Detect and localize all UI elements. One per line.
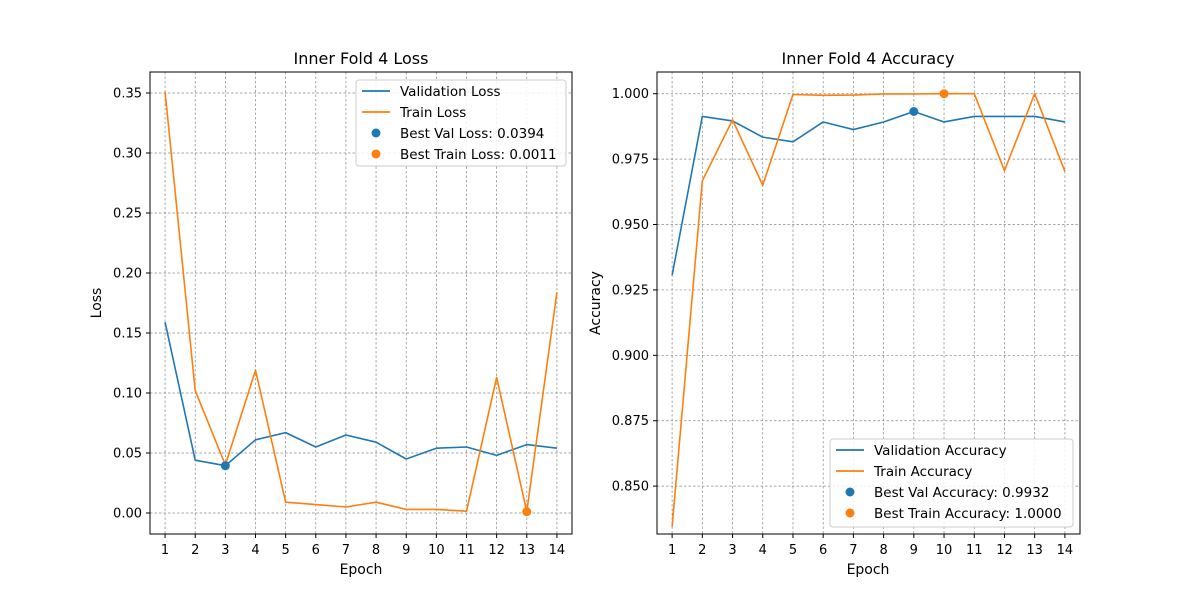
loss-ticks: 1 2 3 4 5 6 7 8 9 10 11 12 13 140.000.050.100.150.200… [113,87,565,559]
loss-legend: Validation Loss Train Loss Best Val Loss: … [355,79,567,167]
accuracy-x-tick-label: 3 [728,543,736,558]
accuracy-x-tick-label: 10 [936,543,953,558]
loss-x-tick-label: 4 [251,543,259,558]
accuracy-series [671,89,1066,527]
accuracy-legend-label: Best Val Accuracy: 0.9932 [874,485,1049,501]
loss-y-axis-label: Loss [89,288,105,319]
accuracy-x-tick-label: 5 [789,543,797,558]
loss-x-tick-label: 6 [312,543,320,558]
loss-legend-label: Validation Loss [400,84,501,100]
accuracy-legend-label: Validation Accuracy [874,443,1007,459]
accuracy-legend-marker-swatch [845,508,855,518]
loss-y-tick-label: 0.00 [113,507,142,522]
accuracy-x-tick-label: 7 [849,543,857,558]
accuracy-y-tick-label: 0.875 [612,414,649,429]
loss-legend-box [355,79,567,167]
accuracy-legend-marker-swatch [845,487,855,497]
accuracy-y-tick-label: 0.900 [612,349,649,364]
accuracy-train-line [671,92,1066,527]
loss-x-tick-label: 3 [221,543,229,558]
accuracy-x-tick-label: 6 [819,543,827,558]
loss-legend-label: Best Val Loss: 0.0394 [400,126,544,142]
accuracy-y-tick-label: 0.950 [612,218,649,233]
accuracy-validation-line [671,110,1066,276]
loss-legend-label: Best Train Loss: 0.0011 [400,147,557,163]
accuracy-best-train-marker [939,89,949,99]
loss-x-tick-label: 13 [519,543,536,558]
loss-x-tick-label: 10 [428,543,445,558]
accuracy-x-tick-label: 11 [966,543,983,558]
loss-y-tick-label: 0.30 [113,147,142,162]
loss-y-tick-label: 0.05 [113,447,142,462]
accuracy-legend-box [829,438,1074,528]
accuracy-x-tick-label: 1 [668,543,676,558]
accuracy-best-validation-marker [909,107,919,117]
loss-chart-title: Inner Fold 4 Loss [294,49,429,68]
loss-validation-line [164,322,558,467]
loss-legend-label: Train Loss [399,105,466,121]
loss-x-tick-label: 2 [191,543,199,558]
loss-best-train-marker [522,507,532,517]
accuracy-x-tick-label: 14 [1057,543,1074,558]
accuracy-legend-label: Train Accuracy [873,464,972,480]
accuracy-x-tick-label: 9 [910,543,918,558]
loss-x-tick-label: 8 [372,543,380,558]
loss-x-axis-label: Epoch [340,562,383,578]
loss-legend-marker-swatch [371,149,381,159]
accuracy-chart-title: Inner Fold 4 Accuracy [782,49,955,68]
accuracy-x-axis-label: Epoch [847,562,890,578]
loss-y-tick-label: 0.20 [113,267,142,282]
accuracy-y-tick-label: 1.000 [612,87,649,102]
accuracy-legend-label: Best Train Accuracy: 1.0000 [874,506,1062,522]
loss-chart: Inner Fold 4 Loss Epoch Loss 1 2 3 4 5 6 7 8 9 10… [89,49,573,578]
accuracy-plot-frame [656,71,1081,535]
loss-y-tick-label: 0.25 [113,207,142,222]
accuracy-x-tick-label: 2 [698,543,706,558]
loss-legend-marker-swatch [371,128,381,138]
accuracy-x-tick-label: 13 [1026,543,1043,558]
accuracy-y-tick-label: 0.925 [612,283,649,298]
loss-x-tick-label: 9 [402,543,410,558]
loss-x-tick-label: 12 [488,543,505,558]
loss-y-tick-label: 0.10 [113,387,142,402]
accuracy-legend: Validation Accuracy Train Accuracy Best Va… [829,438,1074,528]
loss-y-tick-label: 0.15 [113,327,142,342]
loss-x-tick-label: 11 [458,543,475,558]
loss-y-tick-label: 0.35 [113,87,142,102]
accuracy-x-tick-label: 4 [759,543,767,558]
loss-series [164,91,558,517]
accuracy-x-tick-label: 12 [996,543,1013,558]
loss-best-validation-marker [220,461,230,471]
loss-train-line [164,91,558,513]
accuracy-y-axis-label: Accuracy [588,271,604,335]
loss-x-tick-label: 5 [282,543,290,558]
accuracy-x-tick-label: 8 [879,543,887,558]
loss-x-tick-label: 1 [161,543,169,558]
accuracy-y-tick-label: 0.975 [612,153,649,168]
loss-plot-frame [149,71,573,535]
accuracy-ticks: 1 2 3 4 5 6 7 8 9 10 11 12 13 140.8500.8750.9000.9250… [612,87,1073,558]
loss-x-tick-label: 7 [342,543,350,558]
loss-x-tick-label: 14 [549,543,566,558]
accuracy-y-tick-label: 0.850 [612,480,649,495]
